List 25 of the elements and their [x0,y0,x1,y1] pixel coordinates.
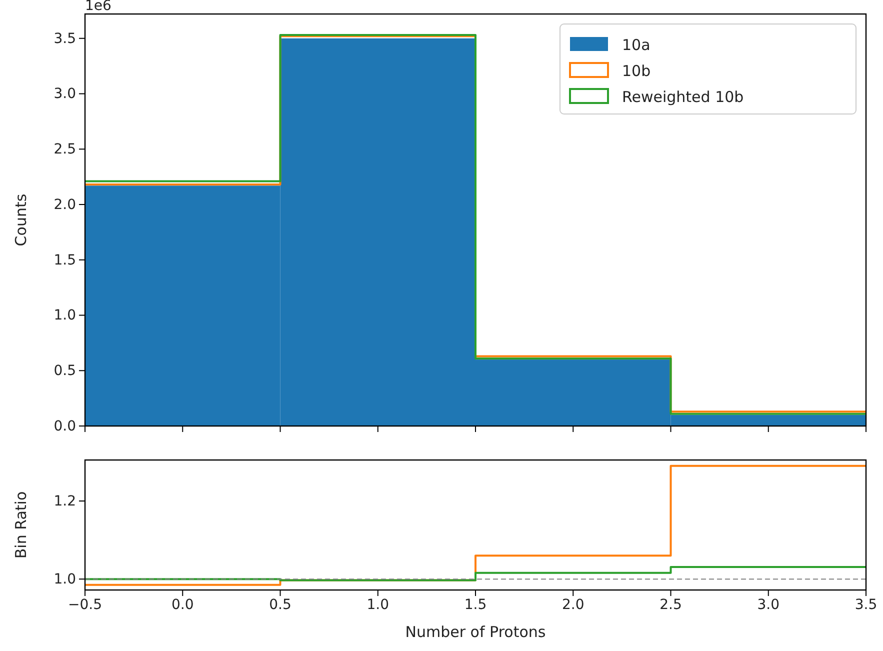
y-tick-label: 0.0 [54,418,76,434]
legend-label: 10b [622,62,651,80]
y-tick-label: 1.0 [54,572,76,588]
y-tick-label: 3.0 [54,86,76,102]
x-tick-label: 0.0 [171,596,194,613]
y-tick-label: 1.5 [54,252,76,268]
y-tick-label: 1.0 [54,308,76,324]
x-tick-label: 3.5 [854,596,878,613]
x-tick-label: 2.0 [562,596,584,613]
x-tick-label: 1.5 [464,596,487,613]
x-tick-label: 2.5 [660,596,682,613]
y-tick-label: 1.2 [54,493,76,510]
legend-label: 10a [622,36,650,54]
x-tick-label: 0.5 [269,596,292,613]
y-tick-label: 0.5 [54,363,76,380]
y-tick-label: 3.5 [54,30,76,47]
y-tick-label: 2.0 [54,196,76,213]
y-tick-label: 2.5 [54,142,76,158]
legend-label: Reweighted 10b [622,88,744,106]
y-axis-title: Counts [12,194,30,246]
x-axis-title: Number of Protons [405,623,546,641]
x-tick-label: 3.0 [757,596,780,613]
y-axis-title: Bin Ratio [12,491,30,559]
x-tick-label: 1.0 [366,596,390,613]
x-tick-label: −0.5 [68,596,102,613]
